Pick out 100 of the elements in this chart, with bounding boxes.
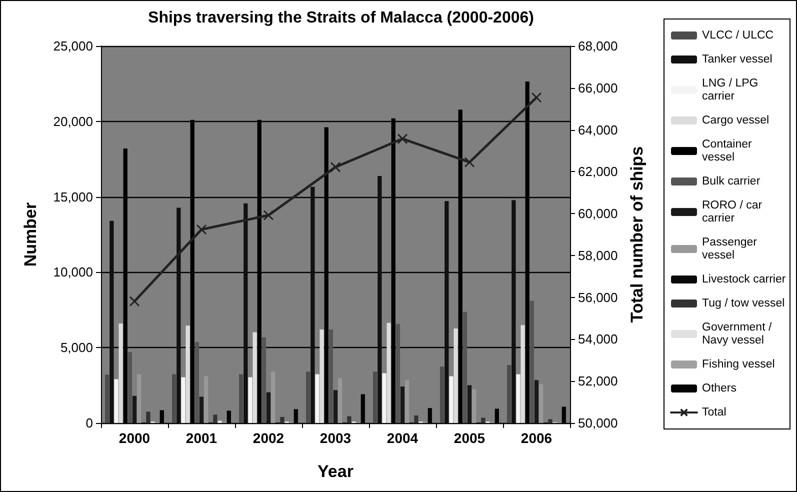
bar xyxy=(244,203,248,423)
bar xyxy=(472,389,476,423)
bar xyxy=(548,419,552,423)
x-axis-title: Year xyxy=(318,462,354,481)
bar xyxy=(534,380,539,423)
x-tick-label: 2001 xyxy=(186,430,218,446)
legend-label: Cargo vessel xyxy=(702,114,770,126)
bar xyxy=(213,414,218,423)
bar xyxy=(181,377,186,423)
point xyxy=(129,296,140,307)
legend-label: Tanker vessel xyxy=(702,54,772,66)
bar xyxy=(440,366,444,423)
x-tick-label: 2006 xyxy=(520,430,552,446)
bar xyxy=(128,352,132,423)
bar xyxy=(382,373,386,423)
x-tick-label: 2004 xyxy=(386,430,418,446)
bar xyxy=(347,416,352,423)
y-tick-label: 5,000 xyxy=(60,340,93,356)
point xyxy=(196,224,207,235)
y2-tick-label: 56,000 xyxy=(578,290,618,305)
bar xyxy=(204,376,208,423)
point xyxy=(397,134,408,144)
y-tick-label: 15,000 xyxy=(53,189,93,204)
y-tick-label: 0 xyxy=(86,416,93,430)
y-tick-label: 20,000 xyxy=(53,114,93,129)
bar xyxy=(248,377,252,423)
bar xyxy=(428,408,432,423)
bar xyxy=(562,406,566,423)
y2-tick-label: 62,000 xyxy=(578,164,618,180)
bar xyxy=(136,374,142,423)
bar xyxy=(132,396,137,423)
bar xyxy=(315,374,320,423)
legend-label: Total xyxy=(702,406,726,418)
bar xyxy=(270,372,276,423)
chart-title: Ships traversing the Straits of Malacca (2000-2006) xyxy=(148,10,534,26)
legend-label: RORO / car carrier xyxy=(702,200,766,224)
bar xyxy=(360,394,365,423)
y2-axis-title: Total number of ships xyxy=(628,146,647,323)
y-axis-title: Number xyxy=(21,202,40,267)
bar xyxy=(462,312,468,423)
point xyxy=(464,156,475,168)
bar xyxy=(160,410,164,423)
legend-label: VLCC / ULCC xyxy=(702,30,774,42)
y2-tick-label: 68,000 xyxy=(578,38,618,54)
bar xyxy=(172,374,176,423)
bar xyxy=(538,384,544,423)
bar xyxy=(328,330,334,423)
y-tick-label: 10,000 xyxy=(53,264,93,280)
bar xyxy=(530,300,534,423)
x-tick-label: 2002 xyxy=(252,430,284,446)
bar xyxy=(400,386,405,423)
bar xyxy=(226,410,231,423)
bar xyxy=(199,396,204,423)
bar xyxy=(444,201,449,423)
bar xyxy=(266,392,271,423)
bar xyxy=(396,324,400,423)
legend-label: Government / Navy vessel xyxy=(702,322,775,346)
legend-label: Tug / tow vessel xyxy=(702,298,785,310)
bar xyxy=(114,379,118,423)
bar xyxy=(494,408,499,423)
bar xyxy=(404,380,410,423)
bar xyxy=(449,376,454,423)
bar xyxy=(262,337,266,423)
bar xyxy=(252,332,257,423)
bar xyxy=(186,326,190,423)
legend-label: Others xyxy=(702,382,737,394)
legend-label: Fishing vessel xyxy=(702,358,775,370)
point xyxy=(531,92,542,103)
bar xyxy=(320,330,324,423)
bar xyxy=(176,208,181,423)
bar xyxy=(386,322,391,423)
x-tick-label: 2000 xyxy=(118,430,150,446)
bar xyxy=(507,364,512,423)
bar xyxy=(414,415,418,423)
y2-tick-label: 54,000 xyxy=(578,332,618,347)
legend-label: LNG / LPG carrier xyxy=(702,78,762,102)
point xyxy=(330,162,341,172)
bar xyxy=(294,409,298,423)
bar xyxy=(378,176,382,423)
y2-tick-label: 52,000 xyxy=(578,374,618,389)
y-tick-label: 25,000 xyxy=(53,38,93,54)
bar xyxy=(520,325,525,423)
x-tick-label: 2003 xyxy=(320,430,352,446)
legend-label: Bulk carrier xyxy=(702,176,760,188)
bar xyxy=(467,385,472,423)
bar xyxy=(516,374,520,423)
bar xyxy=(280,416,284,423)
bar xyxy=(105,374,110,423)
bar xyxy=(333,390,338,423)
bar xyxy=(481,418,486,423)
bar xyxy=(118,323,123,423)
y2-tick-label: 66,000 xyxy=(578,80,618,96)
legend-label: Passenger vessel xyxy=(702,236,760,262)
y2-tick-label: 50,000 xyxy=(578,416,618,430)
x-tick-label: 2005 xyxy=(454,430,486,446)
bar xyxy=(194,342,200,423)
bar xyxy=(373,372,378,423)
y2-tick-label: 60,000 xyxy=(578,206,618,222)
bar xyxy=(512,200,516,423)
legend-label: Livestock carrier xyxy=(702,274,786,286)
